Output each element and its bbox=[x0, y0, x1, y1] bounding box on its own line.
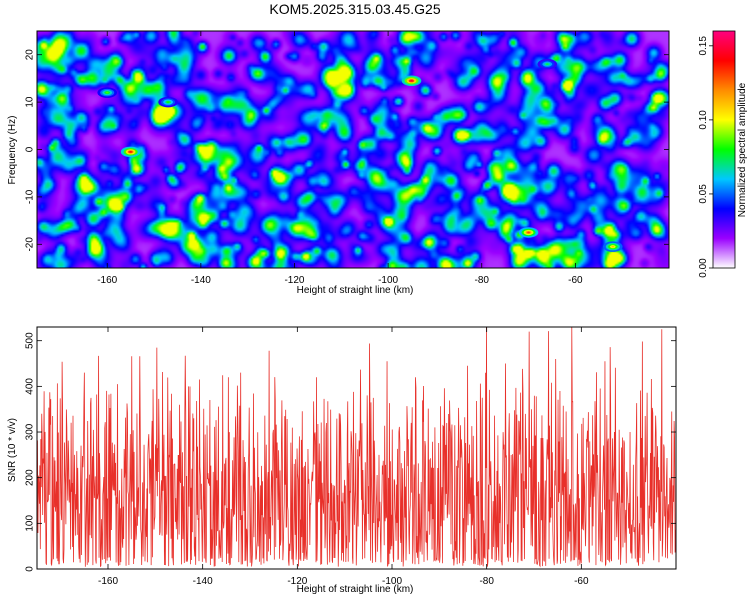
heatmap-x-axis-label: Height of straight line (km) bbox=[297, 285, 414, 296]
colorbar-tick-label: 0.05 bbox=[698, 184, 709, 204]
y-tick-label: -10 bbox=[25, 189, 36, 204]
heatmap-x-axis: -160 -140 -120 -100 -80 -60 bbox=[97, 31, 583, 286]
chart-title: KOM5.2025.315.03.45.G25 bbox=[269, 1, 440, 17]
snr-frame bbox=[36, 326, 677, 570]
heatmap-peak bbox=[120, 146, 141, 158]
y-tick-label: 400 bbox=[25, 378, 36, 395]
snr-panel: -160 -140 -120 -100 -80 -60 0100200300400500 … bbox=[7, 326, 677, 595]
y-tick-label: 0 bbox=[25, 566, 36, 572]
heatmap-peak bbox=[518, 227, 539, 238]
y-tick-label: 300 bbox=[25, 423, 36, 440]
heatmap-peak bbox=[158, 96, 178, 108]
snr-series-line bbox=[37, 327, 676, 568]
x-tick-label: -60 bbox=[568, 275, 583, 286]
y-tick-label: 20 bbox=[25, 49, 36, 61]
heatmap-peak bbox=[537, 58, 558, 70]
heatmap-y-axis-label: Frequency (Hz) bbox=[7, 116, 18, 185]
x-tick-label: -60 bbox=[574, 576, 589, 587]
colorbar-label: Normalized spectral amplitude bbox=[737, 82, 748, 217]
y-tick-label: 100 bbox=[25, 515, 36, 532]
snr-x-axis-label: Height of straight line (km) bbox=[297, 584, 414, 595]
x-tick-label: -80 bbox=[479, 576, 494, 587]
snr-y-axis-label: SNR (10 * v/v) bbox=[7, 418, 18, 482]
snr-x-axis: -160 -140 -120 -100 -80 -60 bbox=[98, 327, 589, 587]
colorbar-tick-label: 0.15 bbox=[698, 36, 709, 56]
y-tick-label: 0 bbox=[25, 146, 36, 152]
colorbar: 0.00 0.05 0.10 0.15 Normalized spectral amp… bbox=[698, 30, 748, 278]
x-tick-label: -160 bbox=[97, 275, 117, 286]
heatmap-y-axis: -20 -10 0 10 20 bbox=[25, 49, 669, 252]
y-tick-label: 10 bbox=[25, 96, 36, 108]
heatmap-image bbox=[37, 31, 669, 268]
x-tick-label: -100 bbox=[382, 576, 402, 587]
y-tick-label: -20 bbox=[25, 237, 36, 252]
x-tick-label: -100 bbox=[378, 275, 398, 286]
x-tick-label: -160 bbox=[98, 576, 118, 587]
colorbar-tick-label: 0.00 bbox=[698, 258, 709, 278]
x-tick-label: -120 bbox=[287, 576, 307, 587]
y-tick-label: 500 bbox=[25, 332, 36, 349]
colorbar-bar bbox=[712, 30, 736, 269]
x-tick-label: -80 bbox=[475, 275, 490, 286]
heatmap-peaks bbox=[97, 58, 623, 252]
heatmap-peak bbox=[603, 241, 623, 252]
snr-y-axis: 0 100 200 300 400 500 bbox=[25, 332, 676, 572]
y-tick-label: 200 bbox=[25, 469, 36, 486]
x-tick-label: -140 bbox=[193, 576, 213, 587]
colorbar-axis: 0.00 0.05 0.10 0.15 bbox=[698, 36, 713, 278]
x-tick-label: -120 bbox=[284, 275, 304, 286]
heatmap-peak bbox=[401, 75, 422, 87]
heatmap-peak bbox=[97, 87, 118, 98]
colorbar-tick-label: 0.10 bbox=[698, 110, 709, 130]
x-tick-label: -140 bbox=[191, 275, 211, 286]
